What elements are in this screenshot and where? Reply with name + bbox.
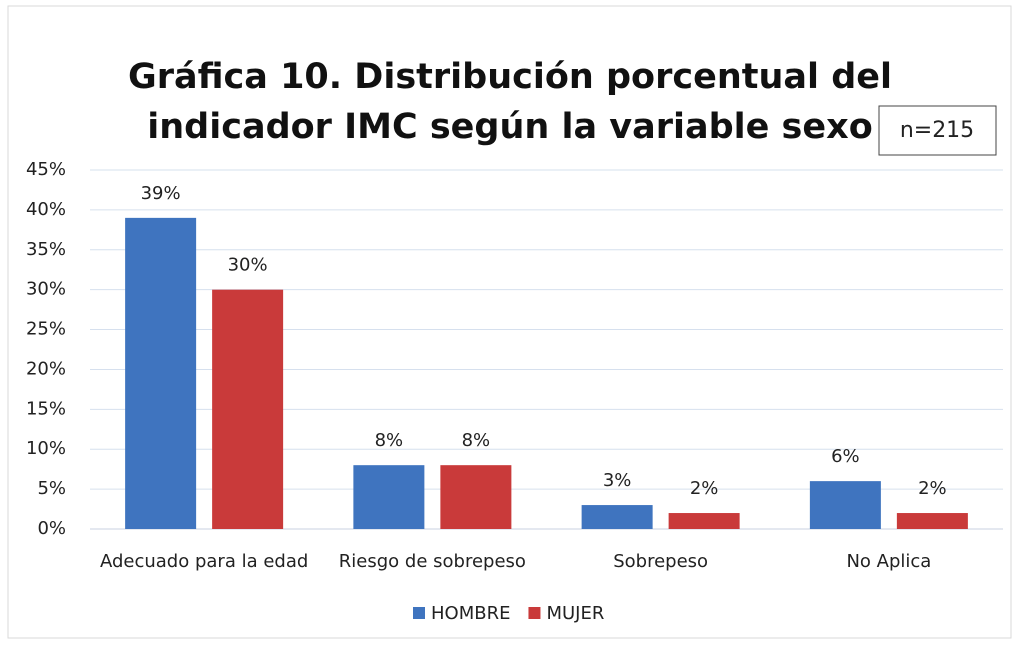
x-tick-label: No Aplica [846,551,931,572]
x-tick-label: Sobrepeso [613,551,708,572]
y-tick-label: 30% [26,279,66,300]
bar [212,289,284,529]
y-tick-label: 40% [26,199,66,220]
data-label: 2% [918,478,947,499]
chart-frame [7,5,1012,639]
data-label: 3% [603,470,632,491]
y-tick-label: 15% [26,398,66,419]
data-label: 8% [375,430,404,451]
y-tick-label: 0% [37,518,66,539]
legend-label: MUJER [546,603,604,624]
data-label: 2% [690,478,719,499]
y-tick-label: 25% [26,319,66,340]
bar [581,505,653,529]
bar [125,217,197,529]
data-label: 30% [228,255,268,276]
y-tick-label: 20% [26,358,66,379]
bar [440,465,512,529]
data-label: 39% [141,183,181,204]
data-label: 8% [462,430,491,451]
y-tick-label: 45% [26,159,66,180]
bar [353,465,425,529]
y-tick-label: 35% [26,239,66,260]
y-tick-label: 5% [37,478,66,499]
data-label: 6% [831,446,860,467]
bar [896,513,968,529]
chart-title: Gráfica 10. Distribución porcentual del [128,57,892,97]
legend-label: HOMBRE [431,603,510,624]
legend-swatch [528,607,541,619]
x-tick-label: Adecuado para la edad [100,551,308,572]
legend-swatch [413,607,425,619]
annotation-box [878,105,997,156]
bar [668,513,740,529]
bar [809,481,881,529]
annotation: n=215 [900,118,974,143]
chart-title: indicador IMC según la variable sexo [147,107,873,147]
x-tick-label: Riesgo de sobrepeso [339,551,526,572]
y-tick-label: 10% [26,438,66,459]
